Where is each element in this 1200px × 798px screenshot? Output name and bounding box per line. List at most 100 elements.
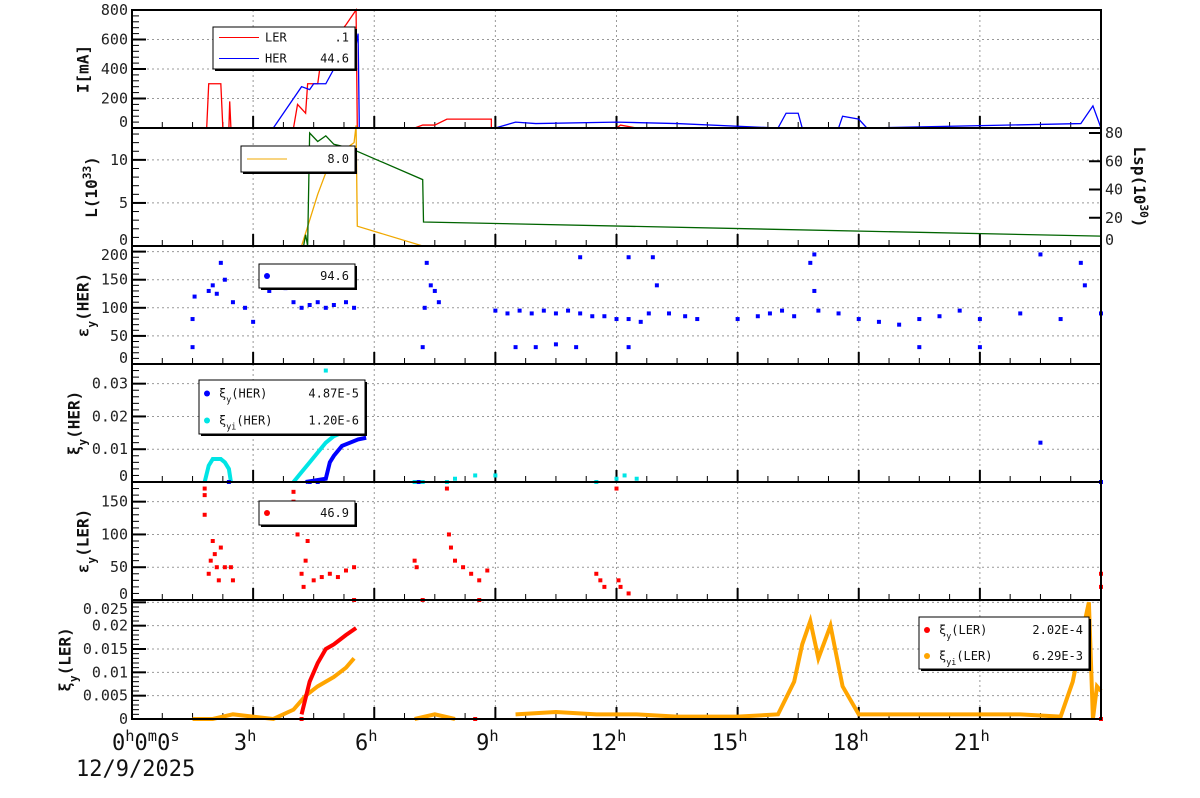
- label-part: y: [946, 631, 951, 641]
- data-point: [453, 476, 457, 481]
- y-tick-label: 0: [119, 113, 128, 131]
- data-point: [228, 565, 233, 570]
- y2-tick-label: 80: [1105, 124, 1123, 142]
- data-point: [792, 314, 797, 319]
- data-point: [812, 252, 817, 257]
- data-point: [311, 578, 316, 583]
- label-part: 0: [112, 731, 125, 756]
- label-part: (HER): [65, 391, 84, 439]
- x-tick-label: 18h: [833, 727, 869, 756]
- data-point: [412, 558, 417, 563]
- data-point: [307, 303, 312, 307]
- data-point: [448, 545, 453, 550]
- legend-box: [918, 616, 1090, 670]
- data-point: [614, 317, 619, 322]
- label-part: h: [617, 727, 626, 745]
- data-point: [808, 260, 813, 265]
- label-part: 3: [234, 731, 247, 756]
- series-line-0: [192, 657, 356, 722]
- data-point: [626, 317, 631, 322]
- label-part: y: [67, 675, 80, 682]
- data-point: [533, 345, 538, 350]
- y-axis-label: L(1033): [81, 156, 102, 218]
- label-part: 12: [591, 731, 618, 756]
- data-point: [1018, 311, 1023, 316]
- y2-tick-label: 60: [1105, 152, 1123, 170]
- data-point: [616, 578, 621, 583]
- data-point: [208, 558, 213, 563]
- label-part: HER: [265, 52, 287, 66]
- legend-dot-marker: [924, 627, 930, 633]
- data-point: [626, 591, 631, 596]
- data-point: [352, 305, 357, 310]
- label-part: (LER): [56, 627, 75, 675]
- label-part: 0: [135, 731, 148, 756]
- data-point: [212, 552, 217, 557]
- data-point: [602, 584, 607, 589]
- label-part: ξ: [219, 414, 226, 428]
- data-point: [553, 311, 558, 316]
- y-axis-label: I[mA]: [74, 45, 93, 93]
- label-part: L(10: [82, 179, 101, 218]
- data-point: [424, 260, 429, 265]
- data-point: [917, 317, 922, 322]
- data-point: [735, 317, 740, 322]
- x-tick-label: 9h: [476, 727, 499, 756]
- data-point: [614, 486, 619, 491]
- label-part: (LER): [951, 623, 987, 637]
- data-point: [1038, 440, 1043, 445]
- data-point: [343, 300, 348, 305]
- y-tick-label: 600: [101, 31, 128, 49]
- y-axis-label: ξy(HER): [65, 391, 90, 456]
- legend-dot-marker: [924, 653, 930, 659]
- label-part: (LER): [956, 649, 992, 663]
- y-tick-label: 0: [119, 231, 128, 249]
- label-part: h: [247, 727, 256, 745]
- data-point: [780, 308, 785, 313]
- label-part: y: [226, 395, 231, 405]
- data-point: [206, 571, 211, 576]
- data-point: [646, 311, 651, 316]
- data-point: [695, 317, 700, 322]
- label-part: h: [859, 727, 868, 745]
- legend-value: 6.29E-3: [1032, 649, 1083, 663]
- data-point: [493, 308, 498, 313]
- legend: 46.9: [258, 500, 357, 527]
- label-part: 30: [1138, 204, 1151, 218]
- label-part: ξ: [939, 623, 946, 637]
- label-part: 9: [476, 731, 489, 756]
- y-tick-label: 50: [110, 558, 128, 576]
- data-point: [230, 578, 235, 583]
- legend-label: HER: [265, 52, 287, 66]
- data-point: [323, 368, 328, 373]
- data-point: [432, 288, 437, 293]
- data-point: [202, 486, 207, 491]
- legend-value: 46.9: [320, 506, 349, 520]
- series-line-3: [299, 626, 358, 715]
- data-point: [602, 314, 607, 319]
- legend-box: [258, 263, 356, 289]
- data-point: [517, 308, 522, 313]
- data-point: [856, 317, 861, 322]
- label-part: ξ: [56, 682, 75, 692]
- label-part: ε: [74, 564, 93, 574]
- data-point: [634, 476, 639, 481]
- legend: LER .1 HER 44.6: [212, 26, 357, 71]
- data-point: [222, 277, 227, 282]
- y-tick-label: 200: [101, 246, 128, 264]
- y-tick-label: 150: [101, 271, 128, 289]
- label-part: y: [85, 557, 98, 564]
- data-point: [299, 305, 304, 310]
- series-line-1: [414, 712, 456, 721]
- y-tick-label: 200: [101, 90, 128, 108]
- y-axis-label: εy(HER): [74, 273, 99, 338]
- y-axis-label: ξy(LER): [56, 627, 81, 692]
- data-point: [343, 568, 348, 573]
- y-tick-label: 100: [101, 299, 128, 317]
- data-point: [614, 476, 619, 481]
- label-part: y: [76, 439, 89, 446]
